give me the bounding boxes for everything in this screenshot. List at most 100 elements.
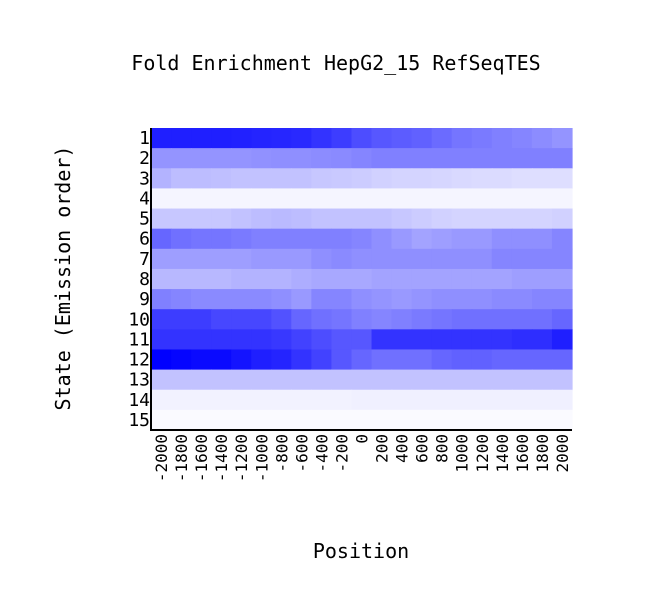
heatmap-cell — [291, 309, 312, 330]
heatmap-cell — [391, 168, 413, 189]
heatmap-cell — [471, 268, 493, 290]
heatmap-cell — [291, 289, 312, 310]
y-tick-label: 7 — [139, 249, 150, 270]
heatmap-cell — [331, 128, 353, 149]
heatmap-cell — [151, 148, 172, 169]
heatmap-cell — [531, 168, 553, 189]
heatmap-cell — [431, 248, 453, 270]
heatmap-cell — [351, 329, 373, 351]
heatmap-cell — [331, 349, 353, 371]
heatmap-cell — [251, 148, 272, 169]
x-tick-label: 1400 — [493, 434, 512, 473]
heatmap-cell — [171, 289, 192, 310]
heatmap-cell — [271, 369, 292, 391]
heatmap-cell — [511, 409, 533, 431]
heatmap-cell — [211, 188, 232, 210]
heatmap-cell — [451, 409, 473, 431]
heatmap-cell — [151, 349, 172, 371]
heatmap-cell — [251, 389, 272, 411]
heatmap-cell — [251, 349, 272, 371]
heatmap-cell — [331, 168, 353, 189]
heatmap-cell — [351, 409, 373, 431]
heatmap-cell — [211, 208, 232, 230]
heatmap-cell — [351, 148, 373, 169]
heatmap-cell — [411, 148, 433, 169]
heatmap-cell — [191, 268, 212, 290]
y-tick-label: 14 — [128, 390, 150, 411]
heatmap-cell — [511, 349, 533, 371]
heatmap-cell — [211, 309, 232, 330]
heatmap-cell — [291, 389, 312, 411]
heatmap-cell — [291, 409, 312, 431]
heatmap-cell — [271, 168, 292, 189]
heatmap-cell — [411, 289, 433, 310]
x-tick-label: 800 — [433, 434, 452, 463]
heatmap-cell — [351, 349, 373, 371]
heatmap-cell — [551, 289, 573, 310]
heatmap-cell — [291, 128, 312, 149]
y-axis-label: State (Emission order) — [51, 146, 75, 411]
heatmap-cell — [331, 188, 353, 210]
heatmap-cell — [351, 389, 373, 411]
heatmap-cell — [371, 168, 393, 189]
heatmap-cell — [311, 329, 333, 351]
heatmap-cell — [471, 329, 493, 351]
heatmap-cell — [431, 369, 453, 391]
heatmap-cell — [171, 228, 192, 250]
heatmap-cell — [391, 228, 413, 250]
heatmap-cell — [551, 228, 573, 250]
heatmap-cell — [231, 268, 252, 290]
heatmap-cells — [151, 128, 573, 431]
heatmap-cell — [371, 148, 393, 169]
heatmap-cell — [511, 228, 533, 250]
heatmap-cell — [271, 228, 292, 250]
heatmap-cell — [311, 148, 333, 169]
heatmap-cell — [191, 228, 212, 250]
heatmap-cell — [191, 168, 212, 189]
heatmap-cell — [511, 248, 533, 270]
heatmap-cell — [531, 188, 553, 210]
x-tick-label: -400 — [312, 434, 331, 473]
heatmap-cell — [391, 188, 413, 210]
heatmap-cell — [491, 128, 513, 149]
heatmap-cell — [371, 369, 393, 391]
heatmap-cell — [511, 168, 533, 189]
heatmap-cell — [211, 168, 232, 189]
heatmap-cell — [331, 268, 353, 290]
heatmap-cell — [191, 248, 212, 270]
heatmap-cell — [431, 208, 453, 230]
heatmap-cell — [511, 188, 533, 210]
heatmap-cell — [411, 409, 433, 431]
x-tick-label: -200 — [332, 434, 351, 473]
y-tick-label: 5 — [139, 209, 150, 230]
heatmap-cell — [151, 369, 172, 391]
x-tick-label: -1000 — [252, 434, 271, 482]
x-tick-label: -2000 — [152, 434, 171, 482]
heatmap-cell — [191, 188, 212, 210]
x-tick-label: -1400 — [212, 434, 231, 482]
heatmap-cell — [311, 289, 333, 310]
heatmap-cell — [351, 208, 373, 230]
y-tick-label: 4 — [139, 188, 150, 209]
heatmap-cell — [171, 148, 192, 169]
heatmap-cell — [471, 188, 493, 210]
heatmap-cell — [251, 188, 272, 210]
x-tick-label: -600 — [292, 434, 311, 473]
heatmap-cell — [251, 128, 272, 149]
heatmap-cell — [371, 188, 393, 210]
heatmap-cell — [491, 248, 513, 270]
heatmap-cell — [331, 289, 353, 310]
heatmap-cell — [551, 148, 573, 169]
heatmap-cell — [171, 248, 192, 270]
heatmap-cell — [411, 168, 433, 189]
heatmap-cell — [231, 168, 252, 189]
heatmap-cell — [471, 128, 493, 149]
heatmap-cell — [491, 309, 513, 330]
heatmap-cell — [411, 349, 433, 371]
heatmap-cell — [311, 188, 333, 210]
heatmap-cell — [471, 248, 493, 270]
heatmap-cell — [291, 268, 312, 290]
heatmap-cell — [391, 289, 413, 310]
heatmap-cell — [371, 268, 393, 290]
heatmap-cell — [151, 188, 172, 210]
